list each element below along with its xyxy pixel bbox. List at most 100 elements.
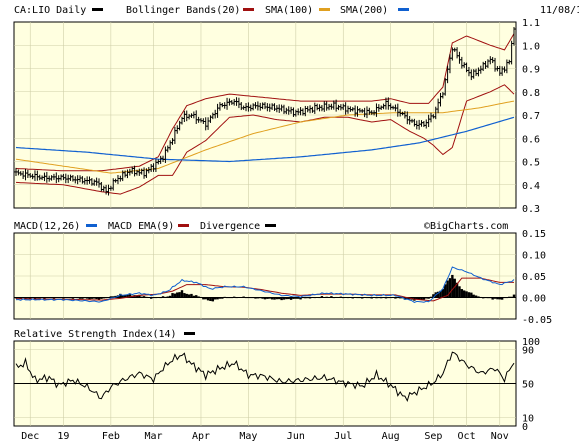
macd-divergence-bar bbox=[287, 297, 290, 300]
macd-ema-legend-swatch bbox=[178, 224, 189, 227]
macd-signal-line bbox=[16, 277, 514, 302]
macd-divergence-bar bbox=[176, 292, 179, 298]
bollinger-legend-label: Bollinger Bands(20) bbox=[126, 5, 240, 16]
rsi-tick-label: 0 bbox=[522, 422, 528, 433]
price-legend-swatch bbox=[92, 8, 103, 11]
macd-divergence-bar bbox=[470, 292, 473, 298]
macd-divergence-bar bbox=[149, 297, 153, 299]
macd-divergence-bar bbox=[292, 297, 295, 299]
price-tick-label: 0.8 bbox=[522, 88, 540, 99]
rsi-legend: Relative Strength Index(14) bbox=[14, 329, 195, 340]
macd-divergence-bar bbox=[270, 297, 274, 300]
macd-divergence-bar bbox=[109, 296, 113, 298]
price-y-axis: 0.3 0.4 0.5 0.6 0.7 0.8 0.9 1.0 1.1 bbox=[522, 18, 540, 215]
macd-divergence-bar bbox=[444, 284, 447, 298]
macd-divergence-bar bbox=[278, 297, 281, 300]
macd-divergence-bar bbox=[330, 296, 333, 298]
x-axis-month-label: Mar bbox=[145, 431, 163, 442]
macd-divergence-bar bbox=[100, 297, 103, 299]
macd-divergence-bar bbox=[52, 297, 56, 299]
macd-divergence-bar bbox=[436, 291, 440, 298]
price-title: CA:LIO Daily bbox=[14, 5, 86, 16]
macd-tick-label: -0.05 bbox=[522, 315, 552, 326]
macd-divergence-bar bbox=[135, 295, 139, 298]
price-bars bbox=[14, 26, 516, 196]
x-axis-month-label: Jul bbox=[334, 431, 352, 442]
macd-ema-label: MACD EMA(9) bbox=[108, 221, 174, 232]
macd-divergence-bar bbox=[168, 295, 172, 298]
rsi-tick-label: 90 bbox=[522, 346, 534, 357]
macd-divergence-bar bbox=[458, 286, 461, 298]
macd-divergence-bar bbox=[268, 297, 271, 299]
macd-divergence-bar bbox=[211, 297, 215, 302]
macd-divergence-bar bbox=[161, 296, 165, 298]
price-grid bbox=[14, 22, 516, 208]
price-tick-label: 0.5 bbox=[522, 158, 540, 169]
x-axis-month-label: Apr bbox=[192, 431, 210, 442]
macd-divergence-bar bbox=[85, 297, 89, 299]
macd-divergence-bar bbox=[403, 297, 407, 300]
x-axis-month-label: Aug bbox=[382, 431, 400, 442]
macd-divergence-bar bbox=[491, 297, 494, 300]
macd-divergence-bar bbox=[216, 297, 219, 300]
macd-tick-label: 0.00 bbox=[522, 294, 546, 305]
macd-divergence-bar bbox=[370, 297, 373, 299]
sma100-legend-label: SMA(100) bbox=[265, 5, 313, 16]
macd-divergence-bar bbox=[263, 297, 267, 300]
x-axis-month-label: Oct bbox=[458, 431, 476, 442]
macd-divergence-bar bbox=[282, 297, 286, 300]
macd-divergence-bar bbox=[297, 297, 300, 299]
macd-histogram bbox=[14, 274, 516, 302]
macd-divergence-bar bbox=[289, 297, 293, 300]
macd-divergence-bar bbox=[254, 297, 257, 299]
macd-divergence-bar bbox=[500, 297, 504, 300]
x-axis-month-label: May bbox=[239, 431, 257, 442]
x-axis-month-label: Dec bbox=[21, 431, 39, 442]
macd-tick-label: 0.15 bbox=[522, 229, 546, 240]
price-tick-label: 0.3 bbox=[522, 204, 540, 215]
macd-divergence-bar bbox=[190, 293, 193, 298]
macd-divergence-bar bbox=[406, 297, 409, 300]
macd-divergence-bar bbox=[439, 290, 442, 298]
macd-line bbox=[15, 266, 515, 303]
macd-divergence-bar bbox=[202, 297, 205, 300]
macd-divergence-bar bbox=[93, 297, 96, 299]
macd-legend-swatch bbox=[86, 224, 97, 227]
macd-divergence-bar bbox=[441, 289, 445, 298]
macd-divergence-bar bbox=[29, 297, 32, 299]
macd-divergence-bar bbox=[498, 297, 501, 300]
macd-divergence-bar bbox=[275, 297, 279, 300]
macd-divergence-bar bbox=[285, 297, 288, 300]
macd-divergence-bar bbox=[62, 297, 65, 299]
macd-divergence-bar bbox=[221, 297, 224, 299]
macd-divergence-bar bbox=[78, 297, 82, 299]
macd-divergence-bar bbox=[187, 294, 191, 298]
macd-divergence-bar bbox=[294, 297, 298, 299]
macd-divergence-bar bbox=[195, 295, 198, 298]
macd-divergence-bar bbox=[209, 297, 212, 302]
macd-divergence-bar bbox=[112, 296, 115, 298]
macd-divergence-bar bbox=[477, 296, 480, 298]
price-tick-label: 0.7 bbox=[522, 111, 540, 122]
macd-tick-label: 0.10 bbox=[522, 251, 546, 262]
macd-divergence-bar bbox=[420, 297, 423, 300]
sma200-legend-swatch bbox=[398, 8, 409, 11]
price-tick-label: 0.9 bbox=[522, 65, 540, 76]
macd-divergence-bar bbox=[448, 278, 452, 298]
macd-divergence-bar bbox=[43, 297, 46, 299]
price-tick-label: 1.0 bbox=[522, 41, 540, 52]
rsi-line bbox=[15, 351, 515, 403]
macd-divergence-bar bbox=[299, 297, 302, 300]
macd-divergence-bar bbox=[465, 291, 468, 298]
x-axis-month-label: Feb bbox=[102, 431, 120, 442]
macd-divergence-bar bbox=[455, 282, 459, 298]
macd-divergence-bar bbox=[214, 297, 217, 300]
macd-divergence-bar bbox=[192, 295, 196, 298]
macd-divergence-bar bbox=[467, 292, 471, 298]
sma100-line bbox=[15, 100, 515, 174]
macd-divergence-bar bbox=[460, 289, 464, 298]
macd-divergence-bar bbox=[451, 274, 454, 298]
